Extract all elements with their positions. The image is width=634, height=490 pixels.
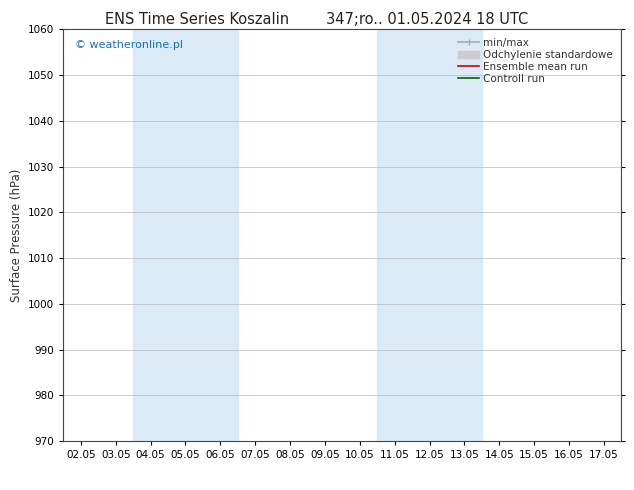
- Bar: [133, 29, 238, 441]
- Y-axis label: Surface Pressure (hPa): Surface Pressure (hPa): [10, 169, 23, 302]
- Text: ENS Time Series Koszalin        347;ro.. 01.05.2024 18 UTC: ENS Time Series Koszalin 347;ro.. 01.05.…: [105, 12, 529, 27]
- Bar: [377, 29, 482, 441]
- Text: © weatheronline.pl: © weatheronline.pl: [75, 40, 183, 49]
- Legend: min/max, Odchylenie standardowe, Ensemble mean run, Controll run: min/max, Odchylenie standardowe, Ensembl…: [455, 35, 616, 87]
